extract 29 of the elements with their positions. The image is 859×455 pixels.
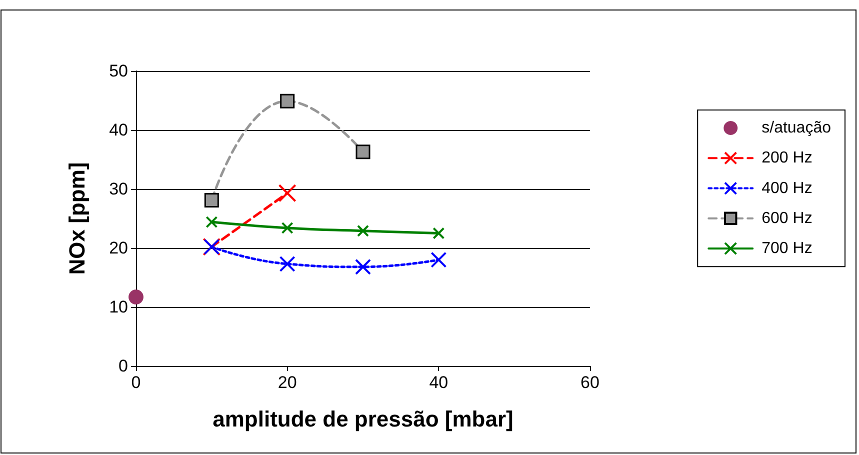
point [206, 216, 218, 228]
x-tick-label: 20 [278, 373, 297, 392]
x-tick-label: 60 [580, 373, 600, 392]
legend-label: 200 Hz [762, 150, 812, 167]
point [128, 289, 144, 304]
point [430, 252, 447, 268]
point [355, 258, 371, 275]
legend-label: 400 Hz [762, 180, 812, 197]
point [357, 224, 369, 237]
legend-label: 700 Hz [762, 240, 812, 257]
x-tick-label: 40 [429, 373, 448, 392]
point [432, 227, 445, 240]
legend-label: 600 Hz [762, 210, 812, 227]
legend-label: s/atuação [762, 120, 832, 136]
y-tick-label: 50 [109, 62, 128, 80]
y-axis-title: NOx [ppm] [64, 162, 90, 275]
y-tick-label: 0 [118, 356, 128, 376]
x-axis-title: amplitude de pressão [mbar] [212, 406, 514, 432]
point [356, 144, 370, 160]
point [204, 192, 219, 208]
point [281, 222, 294, 234]
y-tick-label: 30 [109, 180, 128, 198]
point [280, 94, 295, 108]
x-tick-label: 0 [131, 373, 141, 392]
y-tick-label: 10 [109, 298, 128, 316]
y-tick-label: 40 [109, 120, 128, 140]
point [279, 256, 296, 272]
point [278, 184, 296, 202]
y-tick-label: 20 [109, 238, 128, 258]
